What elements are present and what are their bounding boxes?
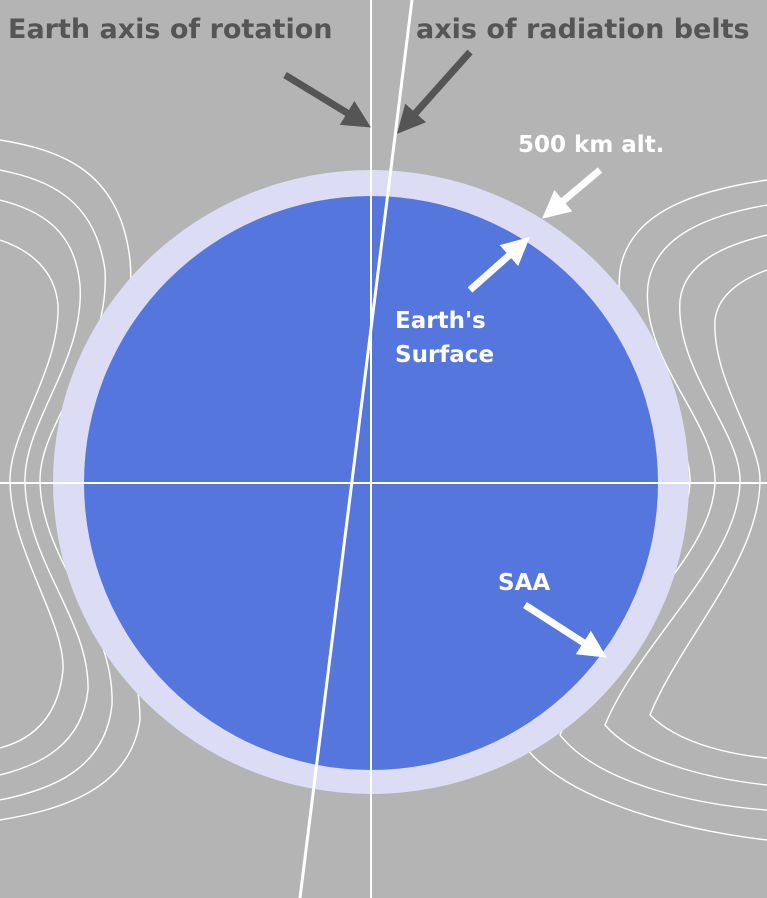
page: {"labels": {"rotation_axis": "Earth axis… — [0, 0, 767, 898]
label: axis of radiation belts — [416, 14, 750, 45]
label: Earth's — [395, 308, 486, 334]
label: SAA — [498, 570, 550, 596]
label: Surface — [395, 342, 494, 368]
label: 500 km alt. — [518, 132, 664, 158]
label: Earth axis of rotation — [8, 14, 333, 45]
diagram: Earth axis of rotation axis of radiation… — [0, 0, 767, 898]
